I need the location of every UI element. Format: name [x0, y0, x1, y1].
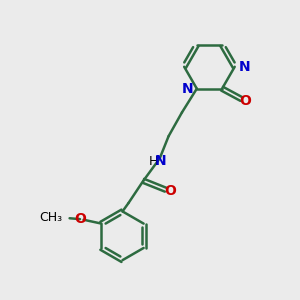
Text: CH₃: CH₃ — [39, 211, 62, 224]
Text: N: N — [154, 154, 166, 169]
Text: N: N — [238, 60, 250, 74]
Text: H: H — [148, 155, 158, 168]
Text: O: O — [164, 184, 176, 198]
Text: N: N — [182, 82, 193, 96]
Text: O: O — [74, 212, 86, 226]
Text: O: O — [240, 94, 251, 108]
